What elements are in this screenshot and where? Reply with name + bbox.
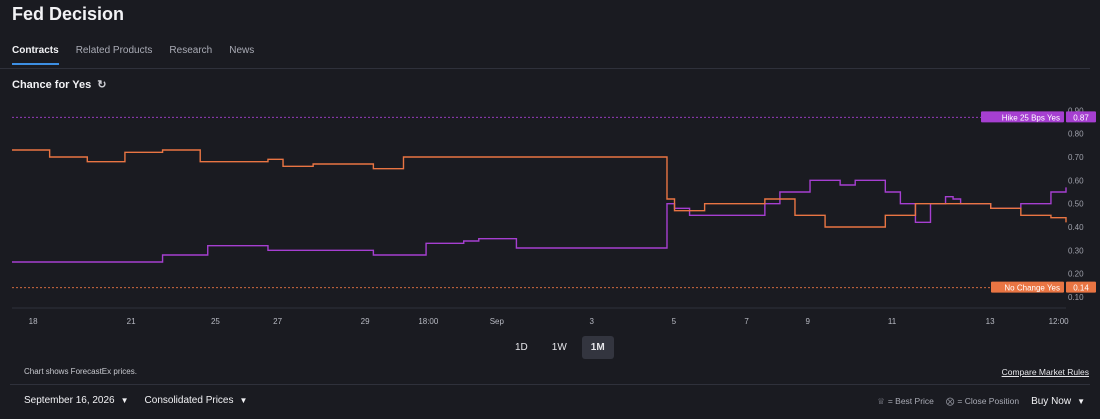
page-title: Fed Decision <box>12 4 125 24</box>
x-tick-label: 18:00 <box>418 317 439 326</box>
y-tick-label: 0.80 <box>1068 130 1084 139</box>
chart-markers: Hike 25 Bps Yes 0.87 No Change Yes 0.14 <box>12 111 1096 293</box>
compare-market-rules-link[interactable]: Compare Market Rules <box>1001 367 1089 377</box>
tab-news[interactable]: News <box>229 45 255 56</box>
close-position-legend: ⨂ = Close Position <box>946 396 1019 407</box>
best-price-label: = Best Price <box>887 396 934 406</box>
price-type-value: Consolidated Prices <box>144 395 234 406</box>
chart-note: Chart shows ForecastEx prices. <box>24 367 137 376</box>
marker-value-text: 0.87 <box>1073 113 1089 122</box>
x-tick-label: 5 <box>672 317 677 326</box>
x-tick-label: 3 <box>589 317 594 326</box>
caret-down-icon: ▼ <box>120 396 129 405</box>
marker-value-box <box>1066 111 1096 123</box>
range-1w-button[interactable]: 1W <box>551 342 567 353</box>
tab-bar: Contracts Related Products Research News <box>12 45 271 65</box>
caret-down-icon: ▼ <box>1077 397 1085 406</box>
x-tick-label: 29 <box>361 317 370 326</box>
series-line-no-change-yes <box>12 149 1067 228</box>
y-tick-label: 0.20 <box>1068 270 1084 279</box>
x-tick-label: 9 <box>806 317 811 326</box>
x-tick-label: 18 <box>29 317 38 326</box>
range-1d-button[interactable]: 1D <box>515 342 528 353</box>
buy-now-dropdown[interactable]: Buy Now ▼ <box>1031 396 1085 407</box>
x-tick-label: 7 <box>744 317 749 326</box>
close-circle-icon: ⨂ <box>945 396 955 406</box>
best-price-legend: ♕ = Best Price <box>877 396 934 407</box>
y-tick-label: 0.90 <box>1068 106 1084 115</box>
footer: September 16, 2026 ▼ Consolidated Prices ▼ <box>24 395 247 406</box>
section-title: Chance for Yes <box>12 78 92 91</box>
section-header: Chance for Yes ↻ <box>12 78 107 92</box>
marker-label-box <box>981 111 1064 123</box>
buy-now-label: Buy Now <box>1031 396 1072 407</box>
y-tick-label: 0.10 <box>1068 293 1084 302</box>
date-value: September 16, 2026 <box>24 395 115 406</box>
refresh-icon[interactable]: ↻ <box>97 79 107 91</box>
x-tick-label: Sep <box>490 317 505 326</box>
chart-series <box>12 149 1067 263</box>
date-dropdown[interactable]: September 16, 2026 ▼ <box>24 395 129 406</box>
close-position-label: = Close Position <box>957 396 1020 406</box>
x-tick-label: 25 <box>211 317 220 326</box>
x-tick-label: 27 <box>273 317 282 326</box>
marker-value-text: 0.14 <box>1073 284 1089 293</box>
price-chart: 0.10 0.20 0.30 0.40 0.50 0.60 0.70 0.80 0.90 18 2… <box>12 106 1096 326</box>
tab-research[interactable]: Research <box>169 45 213 56</box>
series-line-hike-25-bps-yes <box>12 179 1067 263</box>
marker-label-text: No Change Yes <box>1004 284 1060 293</box>
y-tick-label: 0.60 <box>1068 176 1084 185</box>
y-axis: 0.10 0.20 0.30 0.40 0.50 0.60 0.70 0.80 0.90 <box>1068 106 1084 302</box>
price-type-dropdown[interactable]: Consolidated Prices ▼ <box>145 395 248 406</box>
y-tick-label: 0.30 <box>1068 246 1084 255</box>
footer-divider <box>10 384 1090 385</box>
y-tick-label: 0.50 <box>1068 200 1084 209</box>
footer-legend: ♕ = Best Price ⨂ = Close Position Buy Now ▼ <box>877 396 1085 407</box>
range-1m-button[interactable]: 1M <box>581 336 614 359</box>
x-tick-label: 21 <box>127 317 136 326</box>
y-tick-label: 0.70 <box>1068 153 1084 162</box>
x-tick-label: 13 <box>986 317 995 326</box>
x-tick-label: 12:00 <box>1049 317 1070 326</box>
caret-down-icon: ▼ <box>239 396 248 405</box>
marker-value-box <box>1066 281 1096 293</box>
marker-label-text: Hike 25 Bps Yes <box>1002 113 1060 122</box>
x-tick-label: 11 <box>888 317 897 326</box>
x-axis: 18 21 25 27 29 18:00 Sep 3 5 7 9 11 13 12:00 <box>12 307 1070 326</box>
tabs-divider <box>0 68 1090 69</box>
marker-label-box <box>991 281 1064 293</box>
y-tick-label: 0.40 <box>1068 223 1084 232</box>
tab-related-products[interactable]: Related Products <box>75 45 153 56</box>
tab-contracts[interactable]: Contracts <box>12 45 59 65</box>
crown-icon: ♕ <box>877 396 885 406</box>
range-selector: 1D 1W 1M <box>506 336 614 359</box>
